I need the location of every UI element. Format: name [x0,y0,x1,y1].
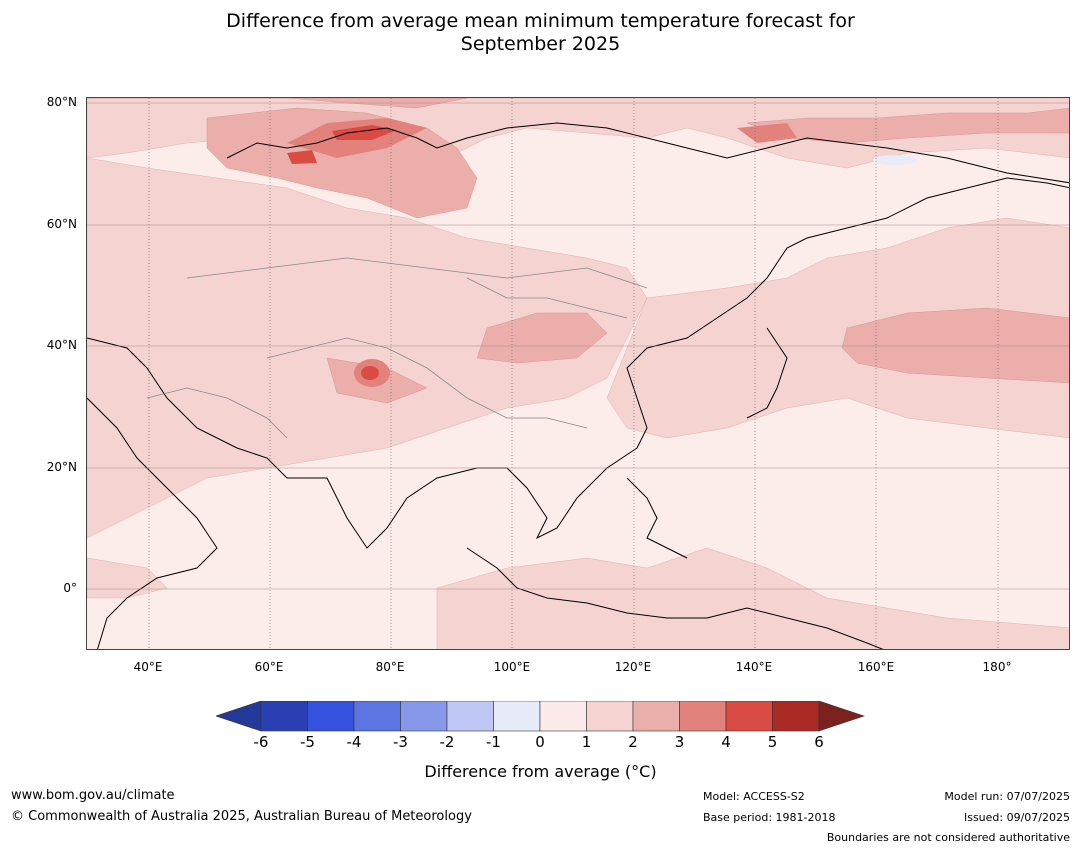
colorbar-swatch [539,700,587,732]
colorbar-tick-label: -3 [393,733,408,751]
colorbar-tick-label: 1 [581,733,592,751]
colorbar [215,700,866,737]
colorbar-swatch [493,700,541,732]
colorbar-tick-label: -6 [253,733,269,751]
copyright-text: © Commonwealth of Australia 2025, Austra… [11,809,472,824]
colorbar-swatch [679,700,727,732]
colorbar-tick-label: 5 [767,733,778,751]
lat-label-40n: 40°N [46,338,77,352]
colorbar-swatch [400,700,448,732]
graticule [148,98,999,649]
colorbar-swatch [260,700,308,732]
lon-label-140e: 140°E [735,660,773,674]
colorbar-swatch [353,700,401,732]
website-link[interactable]: www.bom.gov.au/climate [11,788,175,803]
colorbar-tick-label: -2 [439,733,455,751]
issued-info: Issued: 09/07/2025 [963,811,1070,824]
title-line-2: September 2025 [460,33,621,55]
map-canvas [87,98,1069,649]
title-line-1: Difference from average mean minimum tem… [226,10,855,32]
latitude-lines [87,102,1069,590]
colorbar-swatch [632,700,680,732]
boundaries-disclaimer: Boundaries are not considered authoritat… [826,831,1070,844]
lon-label-80e: 80°E [375,660,405,674]
lon-label-160e: 160°E [857,660,895,674]
anomaly-negative-region [873,155,917,165]
lon-label-180: 180° [982,660,1012,674]
model-info: Model: ACCESS-S2 [703,790,805,803]
colorbar-tick-label: -1 [486,733,501,751]
country-borders [146,257,648,439]
colorbar-tick-label: 4 [721,733,731,751]
colorbar-tick-label: 3 [674,733,685,751]
model-run-info: Model run: 07/07/2025 [944,790,1070,803]
colorbar-extend-low [215,700,262,732]
colorbar-label: Difference from average (°C) [424,762,657,781]
colorbar-swatch [307,700,355,732]
lon-label-60e: 60°E [254,660,284,674]
colorbar-tick-label: 2 [628,733,638,751]
colorbar-tick-label: -4 [346,733,362,751]
base-period-info: Base period: 1981-2018 [703,811,836,824]
colorbar-swatch [446,700,494,732]
lat-label-20n: 20°N [46,460,77,474]
colorbar-extend-high [818,700,865,732]
lat-label-80n: 80°N [46,95,77,109]
lat-label-0: 0° [63,581,77,595]
colorbar-swatch [586,700,634,732]
colorbar-tick-label: 6 [814,733,824,751]
colorbar-swatch [725,700,773,732]
lon-label-120e: 120°E [614,660,652,674]
map-title: Difference from average mean minimum tem… [0,10,1081,56]
forecast-map [86,97,1070,650]
colorbar-tick-label: -5 [300,733,315,751]
colorbar-tick-label: 0 [535,733,545,751]
colorbar-swatches [215,700,865,732]
lon-label-100e: 100°E [493,660,531,674]
lat-label-60n: 60°N [46,217,77,231]
colorbar-swatch [772,700,820,732]
lon-label-40e: 40°E [133,660,163,674]
